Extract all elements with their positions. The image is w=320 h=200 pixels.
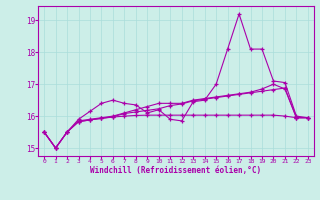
X-axis label: Windchill (Refroidissement éolien,°C): Windchill (Refroidissement éolien,°C): [91, 166, 261, 175]
